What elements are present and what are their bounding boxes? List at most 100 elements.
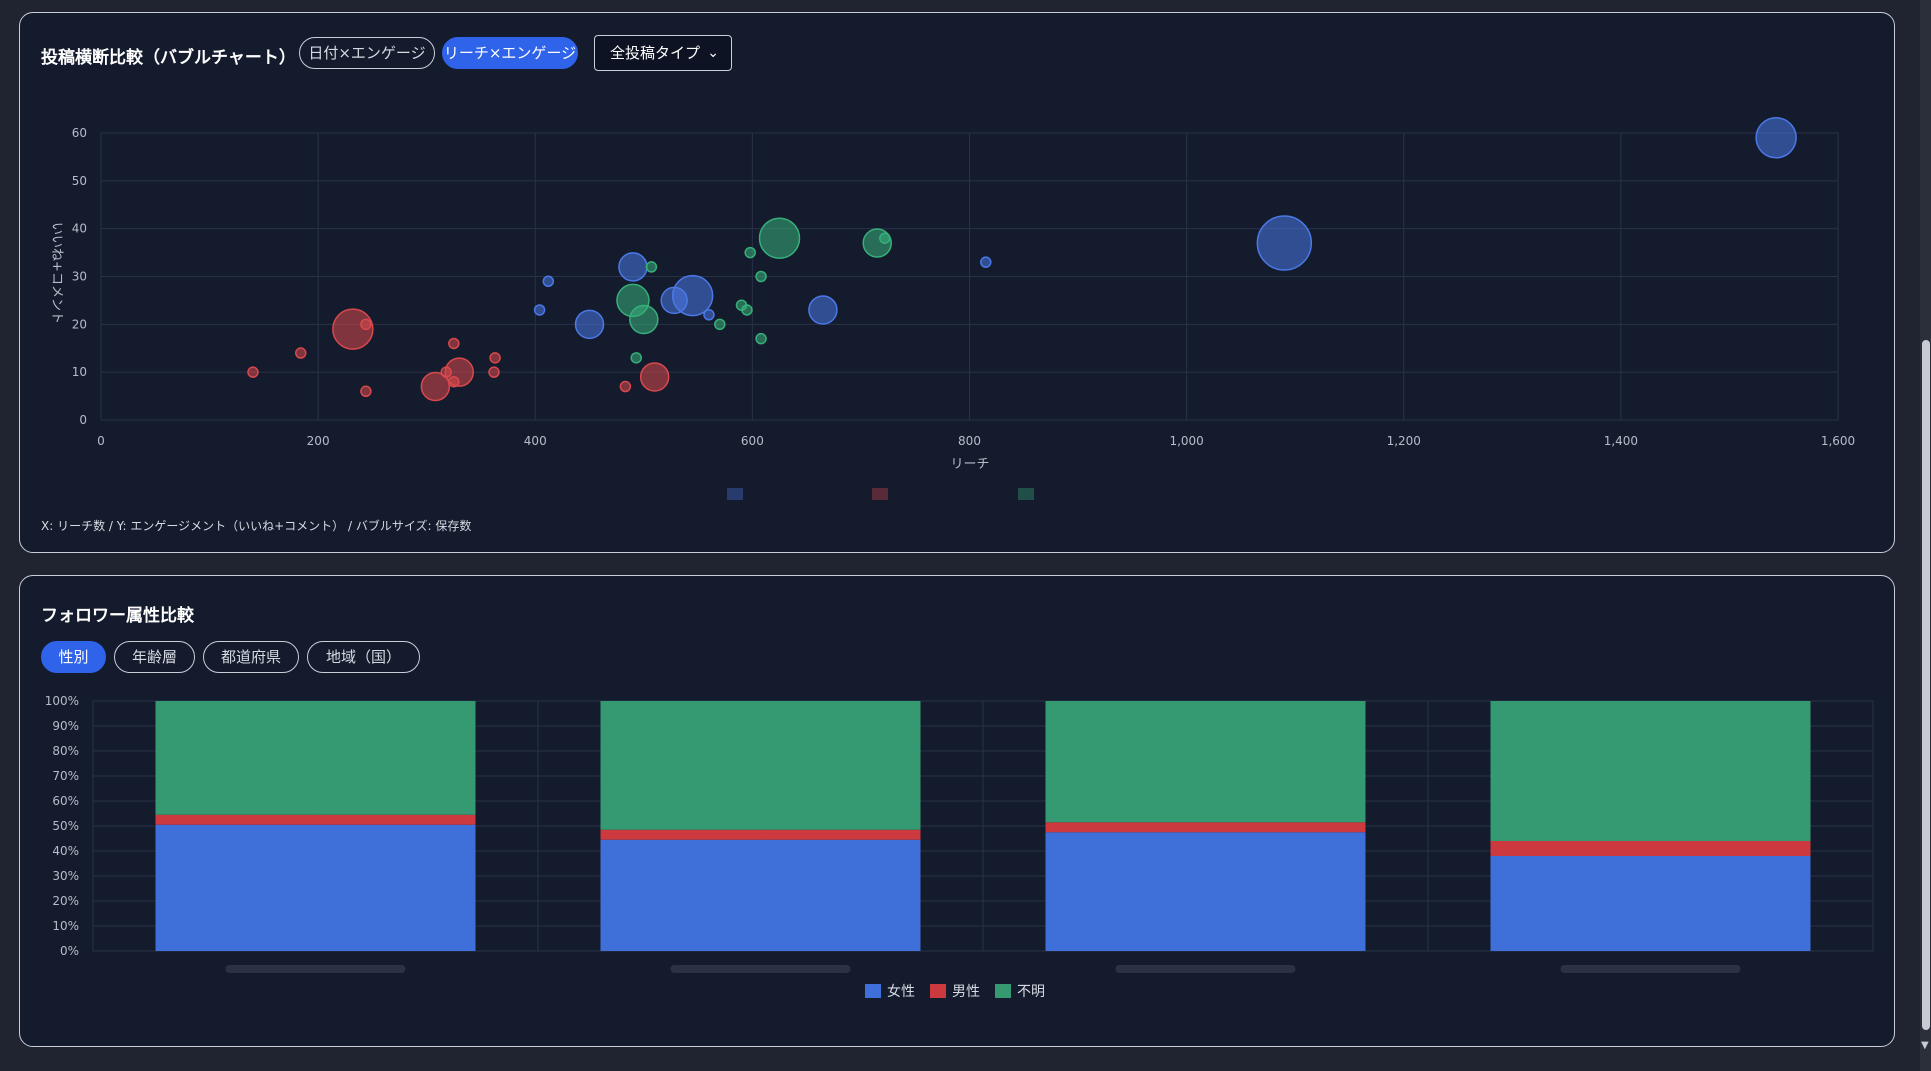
bubble-point[interactable]: [448, 375, 460, 388]
legend-label: 不明: [1017, 984, 1045, 1000]
bubble-point[interactable]: [755, 270, 767, 283]
bubble-point[interactable]: [630, 352, 642, 364]
x-tick-label: 1,000: [1169, 434, 1203, 448]
legend-swatch[interactable]: [865, 984, 881, 998]
bubble-point[interactable]: [1755, 117, 1797, 159]
tab-prefecture[interactable]: 都道府県: [203, 641, 299, 673]
legend-label: 女性: [887, 983, 915, 1000]
y-tick-label: 40: [72, 222, 87, 236]
y-tick-label: 70%: [52, 769, 79, 783]
tab-date-engagement[interactable]: 日付×エンゲージ: [299, 37, 435, 69]
y-tick-label: 40%: [52, 844, 79, 858]
bubble-chart-footnote: X: リーチ数 / Y: エンゲージメント（いいね+コメント） / バブルサイズ…: [41, 519, 472, 533]
x-tick-label: 200: [307, 434, 330, 448]
x-tick-label: 0: [97, 434, 105, 448]
y-tick-label: 100%: [45, 694, 79, 708]
x-tick-label: 400: [524, 434, 547, 448]
y-axis-label: いいね+コメント: [49, 222, 64, 324]
bubble-point[interactable]: [448, 337, 460, 350]
follower-chart-title: フォロワー属性比較: [41, 606, 194, 626]
bubble-point[interactable]: [295, 347, 307, 359]
stacked-bar-segment[interactable]: [155, 824, 476, 951]
y-tick-label: 0: [79, 413, 87, 427]
x-axis-label: リーチ: [950, 457, 989, 472]
bubble-point[interactable]: [744, 246, 756, 259]
bubble-point[interactable]: [629, 304, 659, 335]
bubble-chart-title: 投稿横断比較（バブルチャート）: [41, 48, 296, 68]
stacked-bar-chart: 0% 10% 20% 30% 40% 50% 60% 70% 80% 90% 100% 女性 男性 不明: [45, 694, 1874, 1000]
stacked-bar-segment[interactable]: [1045, 822, 1366, 833]
tab-reach-engagement[interactable]: リーチ×エンゲージ: [442, 37, 578, 69]
bubble-point[interactable]: [618, 252, 648, 282]
bubble-point[interactable]: [440, 366, 452, 378]
bubble-point[interactable]: [247, 366, 259, 378]
bubble-point[interactable]: [619, 380, 632, 393]
bubble-point[interactable]: [703, 309, 715, 321]
y-tick-label: 30: [72, 270, 87, 284]
stacked-bar-segment[interactable]: [600, 701, 921, 830]
y-tick-label: 0%: [60, 944, 79, 958]
bubble-point[interactable]: [360, 318, 372, 331]
x-category-label-blurred: [1560, 965, 1741, 973]
bubble-point[interactable]: [1256, 215, 1313, 271]
x-tick-label: 1,400: [1604, 434, 1638, 448]
x-tick-label: 1,600: [1821, 434, 1855, 448]
stacked-bar-segment[interactable]: [1045, 701, 1366, 823]
legend-swatch[interactable]: [995, 984, 1011, 998]
stacked-bar-segment[interactable]: [1490, 856, 1811, 951]
bubble-point[interactable]: [332, 308, 374, 350]
scrollbar-thumb[interactable]: [1922, 340, 1930, 1030]
bubble-point[interactable]: [360, 385, 372, 398]
y-tick-label: 50: [72, 174, 87, 188]
bubble-chart: 0 200 400 600 800 1,000 1,200 1,400 1,600 0 10 20 3…: [49, 117, 1855, 500]
tab-gender[interactable]: 性別: [41, 641, 106, 673]
y-tick-label: 60: [72, 126, 87, 140]
stacked-bar-segment[interactable]: [1490, 701, 1811, 841]
bubble-point[interactable]: [639, 362, 670, 392]
bubble-point[interactable]: [489, 352, 501, 364]
stacked-bar-segment[interactable]: [600, 829, 921, 840]
bubble-chart-card: 投稿横断比較（バブルチャート） 日付×エンゲージ リーチ×エンゲージ 全投稿タイ…: [19, 12, 1895, 553]
y-tick-label: 10: [72, 365, 87, 379]
bubble-point[interactable]: [420, 371, 451, 402]
stacked-bar-segment[interactable]: [600, 839, 921, 951]
y-tick-label: 60%: [52, 794, 79, 808]
bubble-point[interactable]: [980, 256, 992, 268]
y-tick-label: 20: [72, 317, 87, 331]
bubble-point[interactable]: [488, 366, 500, 378]
x-category-label-blurred: [1115, 965, 1296, 973]
stacked-bar-segment[interactable]: [1490, 841, 1811, 856]
x-tick-label: 1,200: [1387, 434, 1421, 448]
y-tick-label: 80%: [52, 744, 79, 758]
bubble-point[interactable]: [741, 304, 753, 316]
bubble-point[interactable]: [758, 217, 801, 259]
x-category-label-blurred: [225, 965, 406, 973]
bubble-point[interactable]: [660, 286, 688, 315]
x-category-label-blurred: [670, 965, 851, 973]
y-tick-label: 90%: [52, 719, 79, 733]
bubble-point[interactable]: [645, 261, 658, 273]
legend-label: 男性: [952, 984, 980, 1000]
stacked-bar-segment[interactable]: [155, 814, 476, 825]
post-type-select[interactable]: 全投稿タイプ ⌄: [594, 35, 732, 71]
legend-swatch-blue[interactable]: [727, 488, 743, 500]
stacked-bar-segment[interactable]: [1045, 832, 1366, 951]
bubble-point[interactable]: [542, 275, 555, 288]
x-tick-label: 800: [958, 434, 981, 448]
bubble-point[interactable]: [533, 304, 546, 316]
bubble-point[interactable]: [879, 232, 891, 244]
legend-swatch-red[interactable]: [872, 488, 888, 500]
bubble-point[interactable]: [808, 295, 838, 325]
tab-age[interactable]: 年齢層: [114, 641, 195, 673]
legend-swatch[interactable]: [930, 984, 946, 998]
bubble-point[interactable]: [755, 332, 767, 345]
stacked-bar-segment[interactable]: [155, 701, 476, 815]
scroll-down-arrow-icon[interactable]: ▼: [1921, 1040, 1929, 1051]
follower-attributes-card: フォロワー属性比較 性別 年齢層 都道府県 地域（国） 0% 10% 20% 30% 4…: [19, 575, 1895, 1047]
y-tick-label: 50%: [52, 819, 79, 833]
bubble-point[interactable]: [714, 318, 726, 331]
y-tick-label: 10%: [52, 919, 79, 933]
tab-region[interactable]: 地域（国）: [307, 641, 420, 673]
bubble-point[interactable]: [574, 309, 605, 340]
legend-swatch-green[interactable]: [1018, 488, 1034, 500]
